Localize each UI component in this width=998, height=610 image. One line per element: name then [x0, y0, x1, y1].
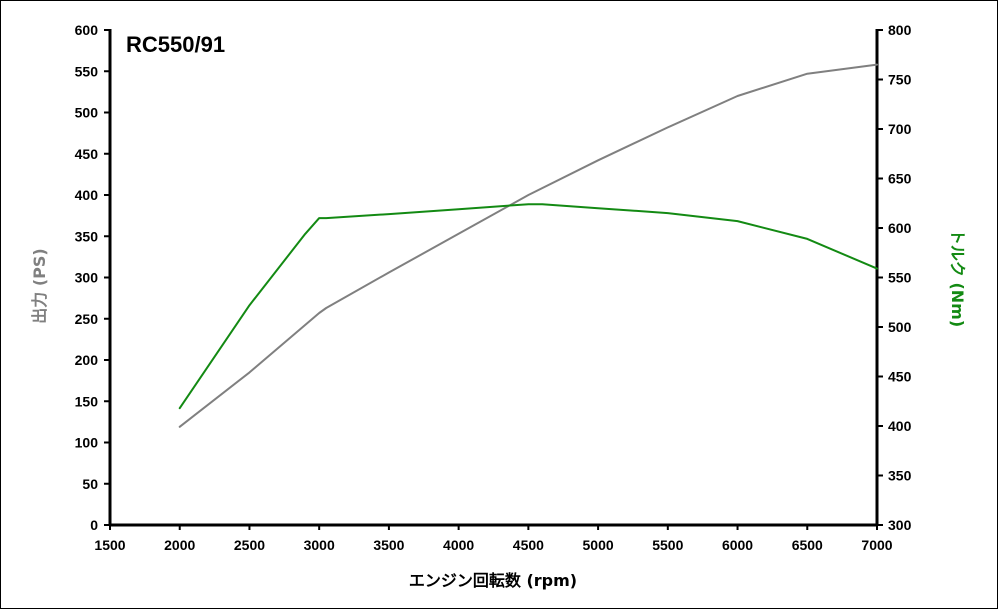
x-tick-label: 1500: [94, 537, 125, 553]
y-right-tick-label: 300: [888, 517, 912, 533]
y-left-tick-label: 0: [90, 517, 98, 533]
x-tick-label: 6000: [722, 537, 753, 553]
y-right-tick-label: 600: [888, 220, 912, 236]
x-tick-label: 7000: [861, 537, 892, 553]
y-left-tick-label: 450: [75, 146, 99, 162]
y-right-tick-label: 400: [888, 418, 912, 434]
axes: [108, 29, 879, 527]
y-left-tick-label: 50: [82, 476, 98, 492]
y-right-tick-label: 800: [888, 22, 912, 38]
series-lines: [178, 63, 878, 428]
y-right-tick-label: 650: [888, 171, 912, 187]
x-tick-label: 2500: [234, 537, 265, 553]
y-left-tick-label: 350: [75, 228, 99, 244]
x-axis-title: エンジン回転数 (rpm): [409, 571, 577, 590]
y-left-tick-label: 250: [75, 311, 99, 327]
y-left-tick-label: 400: [75, 187, 99, 203]
x-tick-label: 3000: [304, 537, 335, 553]
x-tick-label: 3500: [373, 537, 404, 553]
x-tick-label: 6500: [792, 537, 823, 553]
y-right-tick-label: 500: [888, 319, 912, 335]
y-left-tick-label: 100: [75, 435, 99, 451]
y-left-tick-label: 500: [75, 105, 99, 121]
x-tick-label: 5000: [583, 537, 614, 553]
y-left-axis-title: 出力 (PS): [30, 248, 49, 323]
ticks: 0 50 100 150 200 250 300 350 400 450 500 550 600 300 3…: [75, 22, 912, 553]
y-right-tick-label: 700: [888, 121, 912, 137]
x-tick-label: 4000: [443, 537, 474, 553]
y-left-tick-label: 550: [75, 63, 99, 79]
x-tick-label: 5500: [652, 537, 683, 553]
y-right-tick-label: 450: [888, 369, 912, 385]
y-right-axis-title: トルク (Nm): [948, 229, 967, 327]
y-right-tick-label: 750: [888, 72, 912, 88]
y-left-tick-label: 200: [75, 352, 99, 368]
torque-series-line: [178, 203, 878, 410]
power-series-line: [178, 63, 878, 428]
x-tick-label: 2000: [164, 537, 195, 553]
chart-title: RC550/91: [126, 32, 225, 57]
x-tick-label: 4500: [513, 537, 544, 553]
y-left-tick-label: 300: [75, 270, 99, 286]
y-left-tick-label: 150: [75, 393, 99, 409]
y-right-tick-label: 350: [888, 468, 912, 484]
y-right-tick-label: 550: [888, 270, 912, 286]
y-left-tick-label: 600: [75, 22, 99, 38]
